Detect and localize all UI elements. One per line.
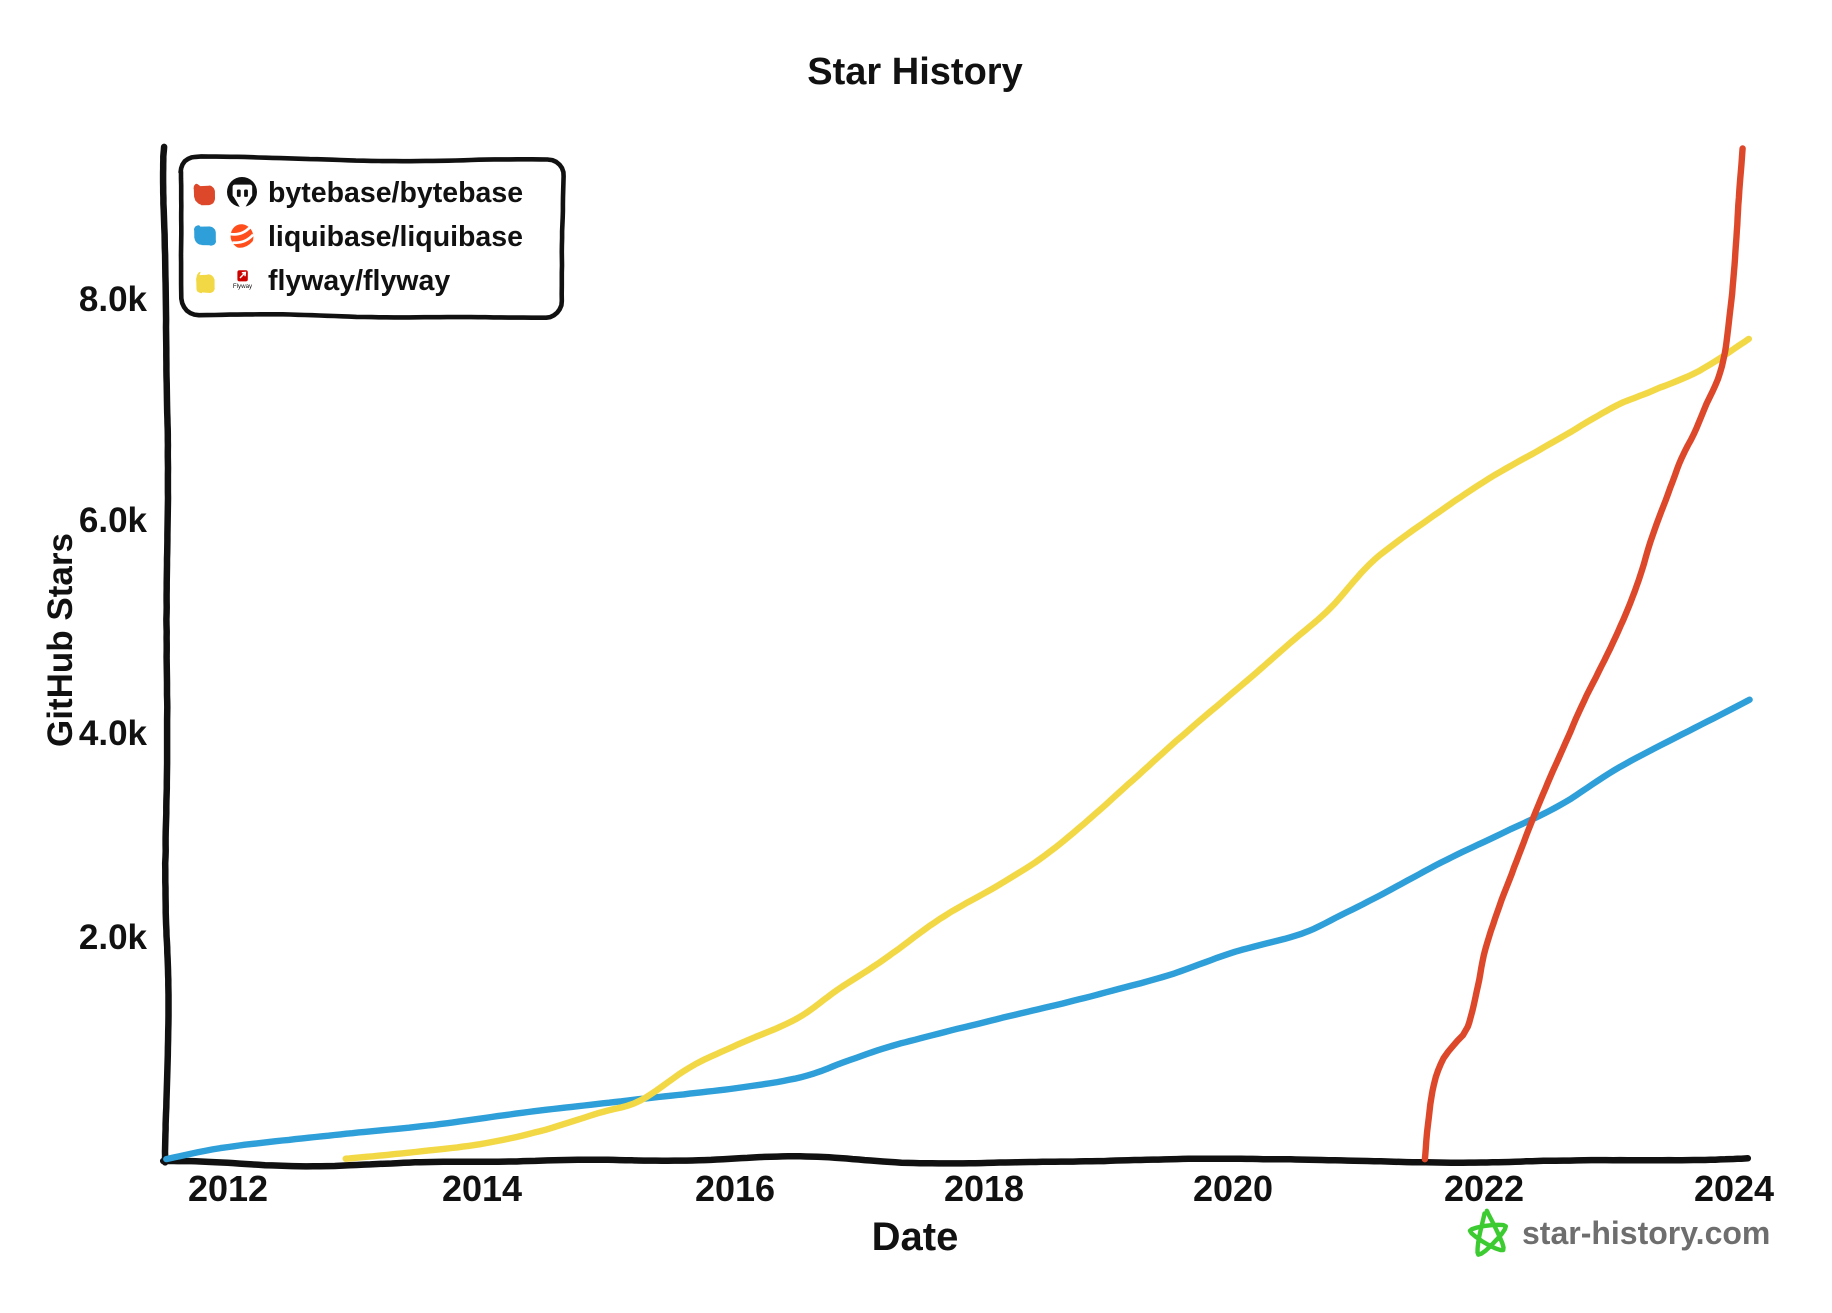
svg-text:Date: Date bbox=[872, 1215, 959, 1259]
svg-text:2016: 2016 bbox=[695, 1168, 775, 1209]
svg-text:6.0k: 6.0k bbox=[79, 501, 148, 540]
svg-text:2014: 2014 bbox=[442, 1168, 522, 1209]
svg-text:liquibase/liquibase: liquibase/liquibase bbox=[268, 221, 523, 253]
svg-text:2022: 2022 bbox=[1444, 1168, 1524, 1209]
svg-text:bytebase/bytebase: bytebase/bytebase bbox=[268, 177, 523, 209]
svg-text:Flyway: Flyway bbox=[233, 283, 253, 290]
svg-text:flyway/flyway: flyway/flyway bbox=[268, 265, 450, 297]
svg-text:GitHub Stars: GitHub Stars bbox=[41, 533, 80, 747]
svg-text:2012: 2012 bbox=[188, 1168, 268, 1209]
svg-text:Star History: Star History bbox=[807, 51, 1022, 93]
svg-text:4.0k: 4.0k bbox=[79, 714, 148, 753]
svg-text:star-history.com: star-history.com bbox=[1522, 1215, 1770, 1251]
svg-text:2.0k: 2.0k bbox=[79, 918, 148, 957]
svg-text:2018: 2018 bbox=[944, 1168, 1024, 1209]
svg-text:2020: 2020 bbox=[1193, 1168, 1273, 1209]
svg-text:8.0k: 8.0k bbox=[79, 280, 148, 319]
svg-text:2024: 2024 bbox=[1694, 1168, 1774, 1209]
